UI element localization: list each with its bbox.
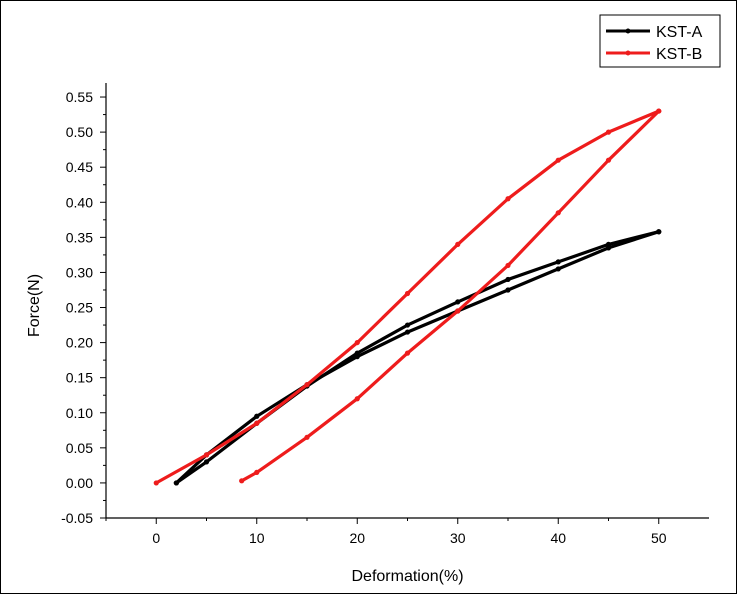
kst-b-point — [656, 108, 662, 114]
kst-b-point — [304, 382, 310, 388]
kst-b-point — [505, 196, 511, 202]
kst-a-loading-line — [175, 230, 660, 485]
kst-a-point — [455, 299, 461, 305]
y-tick-label: 0.40 — [66, 194, 93, 210]
kst-a-point — [555, 259, 561, 265]
kst-b-point — [555, 210, 561, 216]
legend: KST-A KST-B — [599, 14, 721, 68]
kst-a-point — [354, 350, 360, 356]
kst-b-point — [404, 290, 411, 297]
x-tick-label: 30 — [450, 530, 466, 546]
x-axis-title: Deformation(%) — [351, 568, 463, 585]
kst-b-point — [239, 478, 245, 484]
y-axis-title: Force(N) — [26, 274, 43, 337]
kst-b-unloading-line — [240, 109, 660, 483]
kst-b-point — [203, 452, 210, 458]
x-tick-label: 40 — [550, 530, 566, 546]
y-tick-label: 0.30 — [66, 264, 93, 280]
kst-b-point — [505, 262, 511, 269]
kst-a-point — [173, 480, 179, 486]
kst-a-point — [656, 229, 662, 235]
y-tick-label: 0.25 — [66, 300, 93, 316]
kst-b-point — [555, 157, 561, 163]
kst-a-point — [404, 322, 411, 328]
legend-marker-kst-b — [625, 50, 631, 56]
kst-b-point — [153, 480, 159, 486]
kst-b-point — [254, 469, 260, 475]
y-tick-label: 0.15 — [66, 370, 93, 386]
kst-a-point — [404, 329, 411, 335]
plot-area — [153, 108, 662, 486]
axes: 0 10 20 30 40 50 -0.05 0.00 0.05 0.10 0.15 0.20 0.25… — [61, 83, 709, 546]
legend-box — [599, 14, 721, 68]
y-tick-label: 0.45 — [66, 159, 93, 175]
kst-b-point — [605, 157, 612, 163]
kst-b-point — [254, 420, 260, 426]
y-tick-label: 0.00 — [66, 475, 93, 491]
kst-a-point — [505, 276, 511, 283]
x-tick-label: 10 — [249, 530, 265, 546]
legend-label-kst-b: KST-B — [656, 46, 702, 63]
y-tick-label: 0.35 — [66, 229, 93, 245]
kst-b-point — [455, 308, 461, 314]
series-kst-a — [173, 229, 662, 486]
x-tick-label: 0 — [152, 530, 160, 546]
kst-b-point — [304, 434, 310, 440]
kst-b-point — [455, 241, 461, 247]
kst-a-point — [203, 459, 210, 465]
y-tick-label: 0.05 — [66, 440, 93, 456]
legend-marker-kst-a — [625, 28, 631, 34]
kst-b-loading-line — [155, 109, 660, 485]
kst-b-point — [605, 129, 612, 135]
y-tick-label: 0.50 — [66, 124, 93, 140]
x-tick-label: 20 — [349, 530, 365, 546]
kst-a-point — [254, 413, 260, 419]
kst-a-point — [555, 266, 561, 272]
kst-b-point — [354, 339, 360, 346]
kst-a-unloading-line — [175, 230, 660, 485]
y-tick-label: 0.20 — [66, 335, 93, 351]
kst-b-point — [404, 350, 411, 356]
kst-a-point — [605, 241, 612, 247]
series-kst-b — [153, 108, 662, 486]
x-tick-label: 50 — [651, 530, 667, 546]
y-tick-label: 0.10 — [66, 405, 93, 421]
kst-a-point — [505, 287, 511, 293]
legend-label-kst-a: KST-A — [656, 24, 703, 41]
y-tick-label: -0.05 — [61, 510, 93, 526]
y-tick-label: 0.55 — [66, 89, 93, 105]
kst-b-point — [354, 396, 360, 402]
